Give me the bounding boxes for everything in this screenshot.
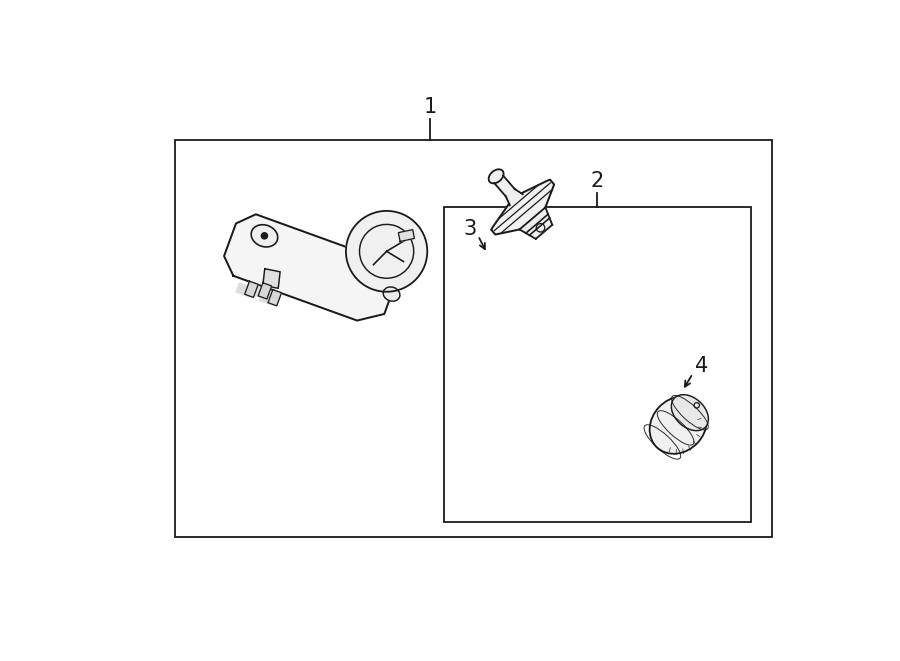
Ellipse shape — [383, 287, 400, 301]
Polygon shape — [268, 290, 282, 306]
Polygon shape — [494, 176, 515, 196]
Polygon shape — [224, 214, 396, 321]
Text: 3: 3 — [464, 219, 477, 239]
Ellipse shape — [251, 225, 278, 247]
Polygon shape — [519, 208, 553, 239]
Ellipse shape — [489, 169, 504, 183]
Bar — [236, 283, 252, 297]
Polygon shape — [258, 283, 272, 299]
Text: 4: 4 — [696, 356, 708, 376]
Polygon shape — [399, 229, 414, 241]
Bar — [249, 285, 266, 298]
Polygon shape — [491, 180, 554, 235]
Bar — [444, 206, 751, 522]
Text: 1: 1 — [423, 97, 436, 117]
Ellipse shape — [671, 395, 708, 430]
Ellipse shape — [650, 397, 706, 454]
Text: 2: 2 — [590, 171, 604, 191]
Polygon shape — [245, 281, 258, 297]
Polygon shape — [263, 269, 280, 288]
Bar — [259, 292, 275, 305]
Circle shape — [261, 233, 267, 239]
Bar — [176, 140, 771, 537]
Ellipse shape — [346, 211, 428, 292]
Polygon shape — [506, 189, 523, 205]
